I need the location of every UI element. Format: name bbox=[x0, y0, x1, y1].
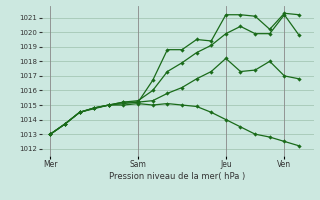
X-axis label: Pression niveau de la mer( hPa ): Pression niveau de la mer( hPa ) bbox=[109, 172, 246, 181]
